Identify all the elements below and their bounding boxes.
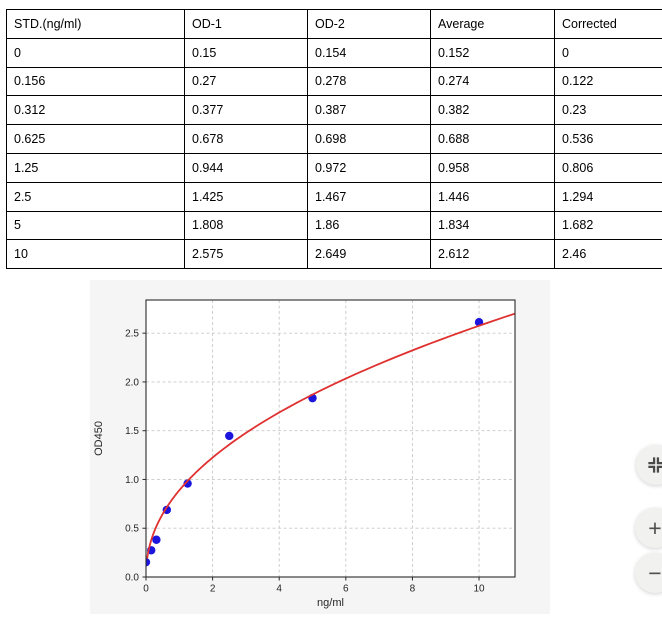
y-tick-label: 2.5 — [125, 329, 139, 340]
fit-to-screen-button[interactable] — [636, 445, 662, 485]
fit-curve — [146, 312, 515, 559]
y-tick-label: 0.0 — [125, 573, 139, 584]
table-cell: 0.377 — [184, 95, 308, 126]
table-cell: 0.27 — [184, 66, 308, 97]
zoom-out-button[interactable]: − — [635, 553, 662, 593]
x-tick-label: 0 — [143, 584, 149, 595]
standard-curve-chart: 0 2 4 6 8 10 0.0 0.5 1.0 1.5 2.0 2.5 ng/ml OD450 — [93, 299, 516, 609]
data-point — [152, 535, 161, 544]
table-row: 0.156 0.27 0.278 0.274 0.122 — [6, 66, 662, 97]
header-row: STD.(ng/ml) OD-1 OD-2 Average Corrected — [6, 9, 662, 39]
table-cell: 0.688 — [430, 124, 555, 154]
table-cell: 1.834 — [430, 210, 555, 241]
data-point — [225, 431, 234, 441]
minus-icon: − — [648, 559, 662, 586]
table-cell: 2.612 — [430, 239, 555, 270]
x-tick-label: 2 — [210, 584, 216, 595]
compress-icon — [648, 457, 662, 473]
table-cell: 0.152 — [430, 37, 555, 68]
table-cell: 0.536 — [554, 124, 662, 154]
y-tick-label: 1.0 — [125, 475, 139, 486]
table-cell: 0.154 — [307, 37, 431, 68]
plus-icon: + — [648, 514, 662, 541]
table-cell: 0.625 — [6, 124, 185, 154]
axes-box — [145, 299, 516, 578]
table-cell: 0.15 — [184, 37, 308, 68]
table-cell: 0.122 — [554, 66, 662, 97]
table-cell: 1.446 — [430, 181, 555, 212]
table-cell: 1.808 — [184, 210, 308, 241]
y-tick-label: 1.5 — [125, 426, 139, 437]
column-header: OD-2 — [307, 9, 431, 39]
table-cell: 0.678 — [184, 124, 308, 154]
zoom-in-button[interactable]: + — [635, 508, 662, 548]
column-header: OD-1 — [184, 9, 308, 39]
column-header: Corrected — [554, 9, 662, 39]
standards-table-body: 0 0.15 0.154 0.152 0 0.156 0.27 0.278 0.274 0.122… — [6, 37, 662, 270]
x-axis-label: ng/ml — [317, 597, 344, 609]
data-point — [183, 479, 192, 488]
table-cell: 1.682 — [554, 210, 662, 241]
table-cell: 0.958 — [430, 152, 555, 183]
column-header: STD.(ng/ml) — [6, 9, 185, 39]
table-cell: 0.274 — [430, 66, 555, 97]
table-row: 2.5 1.425 1.467 1.446 1.294 — [6, 181, 662, 212]
table-cell: 0.278 — [307, 66, 431, 97]
table-cell: 0.806 — [554, 152, 662, 183]
table-cell: 10 — [6, 239, 185, 270]
table-row: 0.312 0.377 0.387 0.382 0.23 — [6, 95, 662, 126]
standards-table-head: STD.(ng/ml) OD-1 OD-2 Average Corrected — [6, 9, 662, 39]
plot-area — [146, 300, 515, 577]
x-tick-label: 6 — [343, 584, 349, 595]
table-cell: 0.23 — [554, 95, 662, 126]
table-cell: 1.86 — [307, 210, 431, 241]
table-cell: 2.649 — [307, 239, 431, 270]
y-tick-label: 2.0 — [125, 377, 139, 388]
table-cell: 0 — [554, 37, 662, 68]
table-row: 5 1.808 1.86 1.834 1.682 — [6, 210, 662, 241]
table-cell: 0 — [6, 37, 185, 68]
table-cell: 2.5 — [6, 181, 185, 212]
table-row: 10 2.575 2.649 2.612 2.46 — [6, 239, 662, 270]
table-cell: 1.294 — [554, 181, 662, 212]
standard-curve-figure: 0 2 4 6 8 10 0.0 0.5 1.0 1.5 2.0 2.5 ng/ml OD450 — [90, 280, 550, 614]
table-cell: 0.387 — [307, 95, 431, 126]
table-cell: 0.972 — [307, 152, 431, 183]
table-cell: 1.425 — [184, 181, 308, 212]
tick-labels: 0 2 4 6 8 10 0.0 0.5 1.0 1.5 2.0 2.5 — [125, 329, 485, 595]
table-row: 0.625 0.678 0.698 0.688 0.536 — [6, 124, 662, 154]
data-point — [146, 557, 151, 567]
table-cell: 0.698 — [307, 124, 431, 154]
standards-table: STD.(ng/ml) OD-1 OD-2 Average Corrected 0 0.1… — [6, 9, 662, 270]
table-cell: 1.467 — [307, 181, 431, 212]
y-axis-label: OD450 — [93, 421, 105, 456]
table-cell: 5 — [6, 210, 185, 241]
table-cell: 0.156 — [6, 66, 185, 97]
table-row: 1.25 0.944 0.972 0.958 0.806 — [6, 152, 662, 183]
x-tick-label: 8 — [410, 584, 416, 595]
table-cell: 1.25 — [6, 152, 185, 183]
table-cell: 2.575 — [184, 239, 308, 270]
table-row: 0 0.15 0.154 0.152 0 — [6, 37, 662, 68]
y-tick-label: 0.5 — [125, 524, 139, 535]
x-tick-label: 4 — [276, 584, 282, 595]
column-header: Average — [430, 9, 555, 39]
tick-marks — [142, 332, 480, 581]
table-cell: 2.46 — [554, 239, 662, 270]
x-tick-label: 10 — [473, 584, 485, 595]
table-cell: 0.312 — [6, 95, 185, 126]
table-cell: 0.944 — [184, 152, 308, 183]
table-cell: 0.382 — [430, 95, 555, 126]
